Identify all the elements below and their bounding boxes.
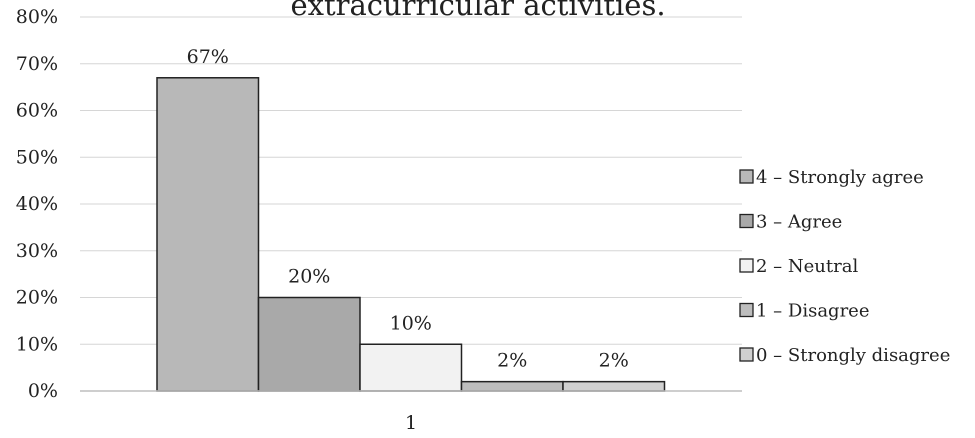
y-tick-label: 20%	[16, 287, 58, 309]
legend-label: 0 – Strongly disagree	[756, 345, 950, 366]
legend-item: 1 – Disagree	[739, 301, 869, 322]
y-tick-label: 10%	[16, 333, 58, 355]
legend-item: 4 – Strongly agree	[739, 167, 924, 188]
legend-label: 1 – Disagree	[756, 301, 869, 322]
legend-label: 2 – Neutral	[756, 256, 858, 277]
y-tick-label: 0%	[28, 380, 58, 402]
legend-swatch	[739, 169, 754, 184]
y-tick-label: 80%	[16, 6, 58, 28]
x-tick-label: 1	[405, 412, 417, 434]
bar-0	[156, 77, 260, 392]
legend-label: 4 – Strongly agree	[756, 167, 924, 188]
chart-title: extracurricular activities.	[290, 0, 665, 22]
bar-4	[562, 380, 666, 392]
bar-2	[359, 343, 463, 392]
y-tick-label: 40%	[16, 193, 58, 215]
data-label: 20%	[288, 266, 330, 288]
legend-item: 0 – Strongly disagree	[739, 345, 950, 366]
legend-swatch	[739, 347, 754, 362]
y-tick-label: 60%	[16, 100, 58, 122]
y-tick-label: 30%	[16, 240, 58, 262]
legend-swatch	[739, 213, 754, 229]
legend-swatch	[739, 302, 754, 318]
bar-1	[257, 296, 361, 392]
legend-swatch	[739, 258, 754, 273]
data-label: 2%	[599, 350, 629, 372]
legend-label: 3 – Agree	[756, 212, 842, 233]
legend-item: 3 – Agree	[739, 212, 842, 233]
y-tick-label: 70%	[16, 53, 58, 75]
data-label: 2%	[497, 350, 527, 372]
data-label: 67%	[187, 46, 229, 68]
y-tick-label: 50%	[16, 146, 58, 168]
data-label: 10%	[390, 312, 432, 334]
bar-3	[460, 380, 564, 392]
legend-item: 2 – Neutral	[739, 256, 858, 277]
